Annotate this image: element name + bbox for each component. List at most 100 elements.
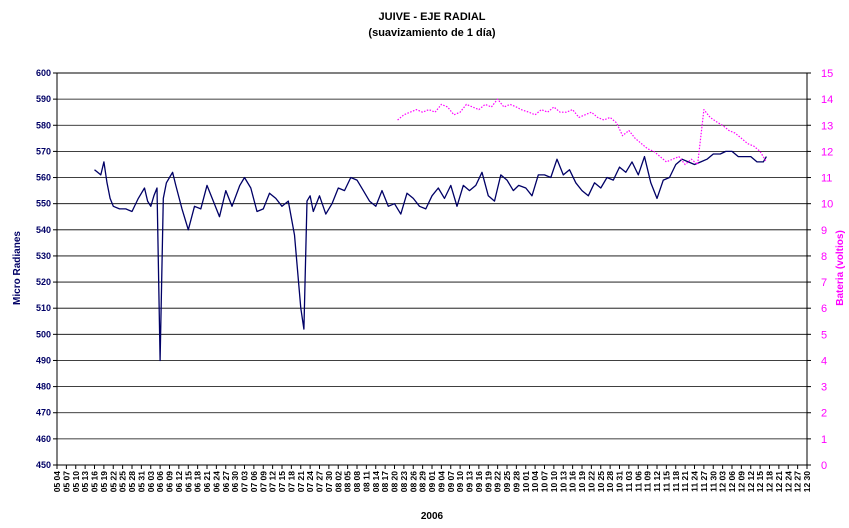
x-tick-label: 09 22 — [493, 471, 503, 493]
x-tick-label: 07 03 — [240, 471, 250, 493]
x-tick-label: 05 31 — [136, 471, 146, 493]
x-tick-label: 07 09 — [258, 471, 268, 493]
x-tick-label: 06 03 — [146, 471, 156, 493]
x-tick-label: 12 27 — [793, 471, 803, 493]
x-tick-label: 11 09 — [643, 471, 653, 492]
x-tick-label: 08 20 — [390, 471, 400, 493]
y-axis-label-left: Micro Radianes — [12, 231, 23, 305]
y-tick-label-left: 510 — [36, 303, 51, 313]
x-tick-label: 08 11 — [361, 471, 371, 492]
y-tick-label-left: 500 — [36, 329, 51, 339]
axes: 4504604704804905005105205305405505605705… — [36, 68, 833, 492]
x-tick-label: 11 24 — [690, 471, 700, 492]
x-tick-label: 09 28 — [511, 471, 521, 493]
x-tick-label: 05 10 — [71, 471, 81, 493]
y-tick-label-left: 490 — [36, 355, 51, 365]
y-tick-label-right: 8 — [821, 251, 827, 263]
radial-tilt-series-line — [94, 150, 767, 362]
x-tick-label: 09 01 — [427, 471, 437, 493]
x-tick-label: 08 17 — [380, 471, 390, 493]
x-tick-label: 10 25 — [596, 471, 606, 493]
x-tick-label: 05 25 — [118, 471, 128, 493]
x-tick-label: 05 13 — [80, 471, 90, 493]
x-tick-label: 12 18 — [765, 471, 775, 493]
chart-subtitle: (suavizamiento de 1 día) — [368, 27, 495, 39]
x-tick-label: 06 27 — [221, 471, 231, 493]
x-tick-label: 11 30 — [708, 471, 718, 492]
x-tick-label: 12 30 — [802, 471, 812, 493]
chart-title: JUIVE - EJE RADIAL — [379, 11, 486, 23]
y-tick-label-right: 12 — [821, 146, 833, 158]
x-tick-label: 07 27 — [315, 471, 325, 493]
x-tick-label: 06 24 — [211, 471, 221, 493]
x-tick-label: 10 22 — [586, 471, 596, 493]
x-tick-label: 10 01 — [521, 471, 531, 493]
y-tick-label-left: 460 — [36, 434, 51, 444]
x-tick-label: 08 02 — [333, 471, 343, 493]
y-tick-label-left: 470 — [36, 408, 51, 418]
x-tick-label: 11 15 — [661, 471, 671, 492]
x-tick-label: 05 07 — [61, 471, 71, 493]
y-tick-label-left: 520 — [36, 277, 51, 287]
x-tick-label: 11 21 — [680, 471, 690, 492]
x-tick-label: 09 19 — [483, 471, 493, 493]
y-tick-label-right: 13 — [821, 120, 833, 132]
x-tick-label: 12 09 — [736, 471, 746, 493]
y-tick-label-right: 4 — [821, 355, 827, 367]
x-tick-label: 12 24 — [783, 471, 793, 493]
y-tick-label-right: 2 — [821, 408, 827, 420]
x-tick-label: 07 30 — [324, 471, 334, 493]
y-tick-label-left: 450 — [36, 460, 51, 470]
x-tick-label: 10 31 — [615, 471, 625, 493]
y-axis-label-right: Bateria (voltios) — [835, 230, 846, 306]
x-tick-label: 06 30 — [230, 471, 240, 493]
x-tick-label: 12 06 — [727, 471, 737, 493]
x-tick-label: 12 15 — [755, 471, 765, 493]
y-tick-label-right: 5 — [821, 329, 827, 341]
x-tick-label: 12 21 — [774, 471, 784, 493]
y-tick-label-right: 10 — [821, 199, 833, 211]
x-tick-label: 10 04 — [530, 471, 540, 493]
x-tick-label: 06 21 — [202, 471, 212, 493]
x-tick-label: 10 28 — [605, 471, 615, 493]
x-tick-label: 05 28 — [127, 471, 137, 493]
x-tick-label: 09 25 — [502, 471, 512, 493]
y-tick-label-left: 590 — [36, 94, 51, 104]
y-tick-label-right: 3 — [821, 382, 827, 394]
x-tick-label: 05 22 — [108, 471, 118, 493]
x-tick-label: 07 24 — [305, 471, 315, 493]
y-tick-label-left: 580 — [36, 120, 51, 130]
y-tick-label-right: 15 — [821, 68, 833, 80]
x-tick-label: 10 07 — [540, 471, 550, 493]
x-tick-label: 08 29 — [418, 471, 428, 493]
series-layer — [94, 98, 767, 362]
x-tick-label: 12 12 — [746, 471, 756, 493]
x-tick-label: 09 07 — [446, 471, 456, 493]
x-tick-label: 09 04 — [436, 471, 446, 493]
x-tick-label: 07 15 — [277, 471, 287, 493]
x-tick-label: 10 19 — [577, 471, 587, 493]
x-tick-label: 06 15 — [183, 471, 193, 493]
x-tick-label: 08 14 — [371, 471, 381, 493]
y-tick-label-left: 560 — [36, 173, 51, 183]
y-tick-label-left: 570 — [36, 146, 51, 156]
gridlines — [57, 72, 807, 466]
x-tick-label: 07 18 — [286, 471, 296, 493]
x-tick-label: 09 13 — [465, 471, 475, 493]
x-tick-label: 10 13 — [558, 471, 568, 493]
x-tick-label: 07 21 — [296, 471, 306, 493]
x-tick-label: 11 03 — [624, 471, 634, 492]
y-tick-label-right: 0 — [821, 460, 827, 472]
x-tick-label: 09 10 — [455, 471, 465, 493]
y-tick-label-left: 530 — [36, 251, 51, 261]
x-tick-label: 06 12 — [174, 471, 184, 493]
x-tick-label: 11 27 — [699, 471, 709, 492]
y-tick-label-right: 11 — [821, 173, 832, 185]
x-tick-label: 12 03 — [718, 471, 728, 493]
x-tick-label: 08 05 — [343, 471, 353, 493]
x-tick-label: 05 16 — [90, 471, 100, 493]
x-tick-label: 06 18 — [193, 471, 203, 493]
x-tick-label: 07 06 — [249, 471, 259, 493]
x-tick-label: 06 09 — [165, 471, 175, 493]
